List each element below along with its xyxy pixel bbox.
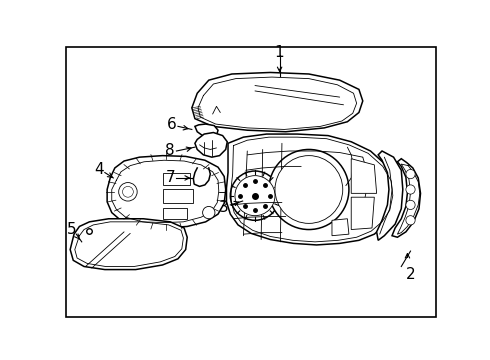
Circle shape [119, 183, 137, 201]
Polygon shape [163, 172, 190, 185]
Polygon shape [70, 219, 187, 270]
Polygon shape [392, 159, 420, 237]
Polygon shape [332, 219, 349, 236]
Text: 4: 4 [95, 162, 104, 177]
Circle shape [406, 185, 415, 194]
Polygon shape [195, 124, 218, 137]
Polygon shape [192, 72, 363, 132]
Text: 6: 6 [167, 117, 177, 131]
Circle shape [275, 156, 343, 223]
Text: 7: 7 [166, 170, 175, 185]
Polygon shape [351, 197, 374, 230]
Text: 5: 5 [67, 222, 76, 237]
Circle shape [122, 186, 133, 197]
Circle shape [230, 171, 280, 220]
Polygon shape [226, 134, 397, 245]
Circle shape [406, 200, 415, 210]
Circle shape [406, 216, 415, 225]
Circle shape [203, 206, 215, 219]
Polygon shape [107, 156, 226, 228]
Text: 1: 1 [275, 45, 284, 60]
Circle shape [269, 149, 349, 230]
Circle shape [235, 176, 275, 216]
Polygon shape [377, 151, 403, 240]
Polygon shape [163, 208, 187, 219]
Text: 8: 8 [166, 144, 175, 158]
Polygon shape [195, 132, 227, 157]
Text: 2: 2 [406, 267, 416, 282]
Polygon shape [163, 189, 194, 203]
Circle shape [406, 170, 415, 179]
Text: 3: 3 [220, 200, 229, 215]
Polygon shape [351, 159, 377, 193]
